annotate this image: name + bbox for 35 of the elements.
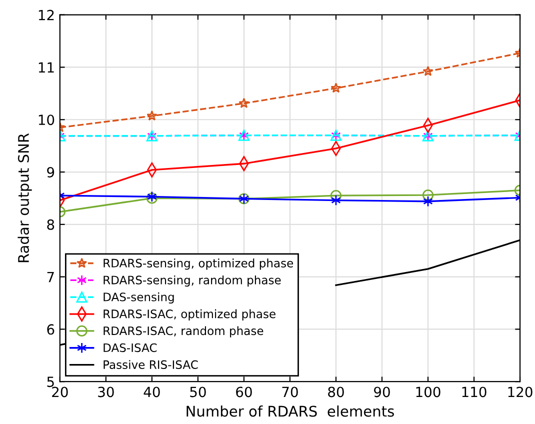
- x-tick-label: 110: [462, 386, 486, 398]
- x-tick-label: 40: [144, 386, 160, 398]
- legend-label: RDARS-sensing, optimized phase: [104, 258, 294, 270]
- y-tick-label: 6: [47, 324, 54, 335]
- x-tick-label: 50: [190, 386, 206, 398]
- point: [146, 110, 158, 121]
- point: [423, 196, 433, 207]
- x-tick-label: 30: [98, 386, 114, 398]
- legend-label: Passive RIS-ISAC: [104, 360, 198, 369]
- legend-label: DAS-sensing: [104, 292, 174, 304]
- x-tick-label: 60: [236, 386, 252, 398]
- x-axis-title: Number of RDARS elements: [186, 405, 394, 417]
- y-tick-label: 5: [47, 376, 54, 388]
- legend-label: RDARS-sensing, random phase: [104, 275, 281, 287]
- point: [422, 66, 434, 76]
- y-tick-label: 12: [38, 10, 54, 20]
- y-tick-label: 7: [47, 272, 54, 282]
- legend-label: RDARS-ISAC, random phase: [104, 326, 264, 338]
- legend-label: RDARS-ISAC, optimized phase: [104, 309, 276, 320]
- x-tick-label: 90: [374, 386, 390, 398]
- point: [422, 190, 434, 201]
- legend-label: DAS-ISAC: [104, 343, 157, 352]
- point: [331, 194, 341, 206]
- y-tick-label: 11: [38, 62, 54, 73]
- x-tick-label: 120: [508, 386, 532, 398]
- point: [238, 98, 250, 108]
- x-tick-label: 20: [52, 386, 68, 398]
- x-tick-label: 100: [416, 386, 440, 398]
- y-tick-label: 9: [47, 166, 54, 178]
- y-axis-title: Radar output SNR: [18, 133, 32, 262]
- y-tick-label: 8: [47, 219, 54, 230]
- x-tick-label: 80: [328, 386, 344, 398]
- y-tick-label: 10: [38, 114, 54, 126]
- point: [330, 82, 342, 93]
- x-tick-label: 70: [282, 386, 298, 398]
